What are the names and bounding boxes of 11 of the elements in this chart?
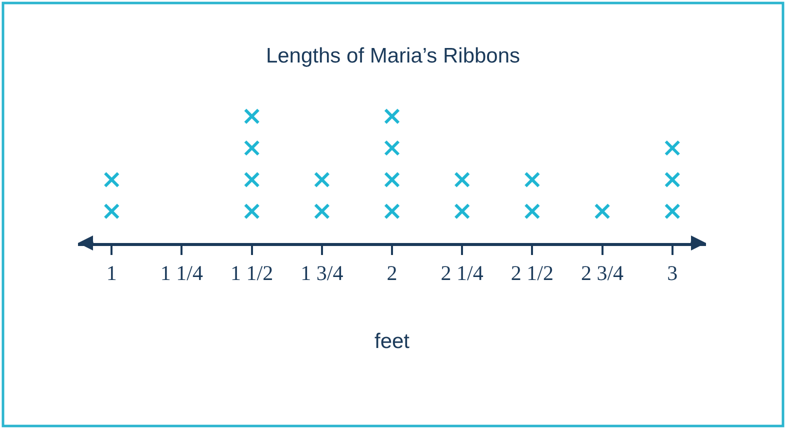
- x-tick-label: 2 3/4: [580, 260, 624, 285]
- x-tick-label: 1 3/4: [300, 260, 344, 285]
- x-tick-label: 2 1/4: [440, 260, 484, 285]
- x-tick-label: 1 1/2: [230, 260, 274, 285]
- x-axis-title: feet: [374, 330, 410, 354]
- chart-title: Lengths of Maria’s Ribbons: [266, 44, 520, 68]
- x-tick-label: 3: [667, 260, 678, 285]
- x-tick-label: 1: [106, 260, 117, 285]
- x-tick-label: 2: [386, 260, 398, 285]
- x-tick-label: 2 1/2: [510, 260, 554, 285]
- x-tick-label: 1 1/4: [160, 260, 204, 285]
